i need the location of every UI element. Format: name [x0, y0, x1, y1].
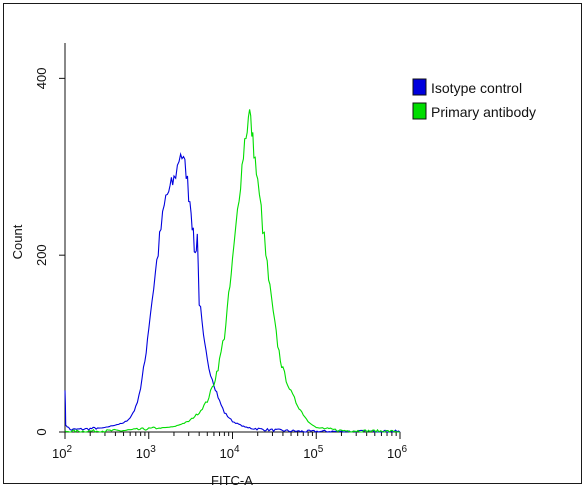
- x-tick-label: 105: [303, 444, 323, 461]
- axes: [64, 43, 400, 433]
- legend-label-isotype-control: Isotype control: [431, 80, 522, 96]
- x-tick-label: 106: [387, 444, 407, 461]
- x-ticks: 102 103 104 105 106: [52, 432, 407, 461]
- y-tick-label: 400: [34, 68, 49, 90]
- series-group: [64, 109, 401, 433]
- series-line-primary-antibody: [64, 109, 400, 433]
- legend-swatch-primary-antibody: [412, 102, 427, 120]
- y-tick-label: 200: [34, 244, 49, 266]
- x-tick-label: 103: [136, 444, 156, 461]
- series-line-isotype-control: [64, 152, 401, 433]
- figure-border: [3, 3, 582, 484]
- y-tick-label: 0: [34, 428, 49, 435]
- x-tick-label: 102: [52, 444, 72, 461]
- y-ticks: 0 200 400: [34, 68, 65, 436]
- y-axis-label: Count: [10, 224, 25, 259]
- legend-label-primary-antibody: Primary antibody: [431, 104, 536, 120]
- x-axis-label: FITC-A: [211, 473, 253, 487]
- legend: Isotype control Primary antibody: [412, 78, 536, 120]
- legend-swatch-isotype-control: [412, 78, 427, 96]
- x-tick-label: 104: [219, 444, 239, 461]
